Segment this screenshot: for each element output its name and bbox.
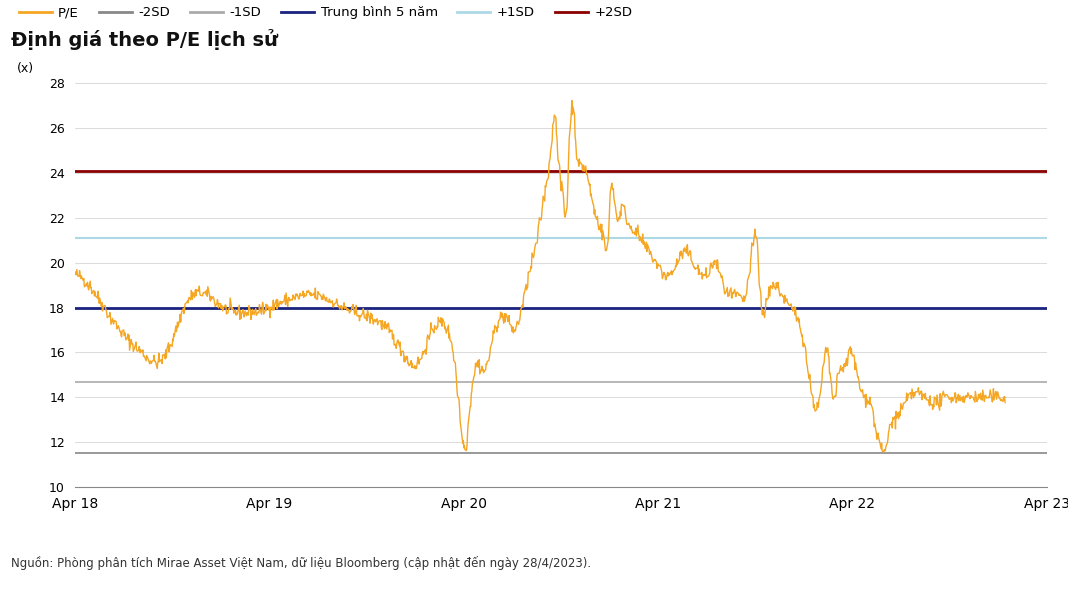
Legend: P/E, -2SD, -1SD, Trung bình 5 năm, +1SD, +2SD: P/E, -2SD, -1SD, Trung bình 5 năm, +1SD,… <box>13 1 638 24</box>
Text: Nguồn: Phòng phân tích Mirae Asset Việt Nam, dữ liệu Bloomberg (cập nhật đến ngà: Nguồn: Phòng phân tích Mirae Asset Việt … <box>11 556 591 570</box>
Text: Định giá theo P/E lịch sử: Định giá theo P/E lịch sử <box>11 29 278 50</box>
Text: (x): (x) <box>16 62 33 75</box>
